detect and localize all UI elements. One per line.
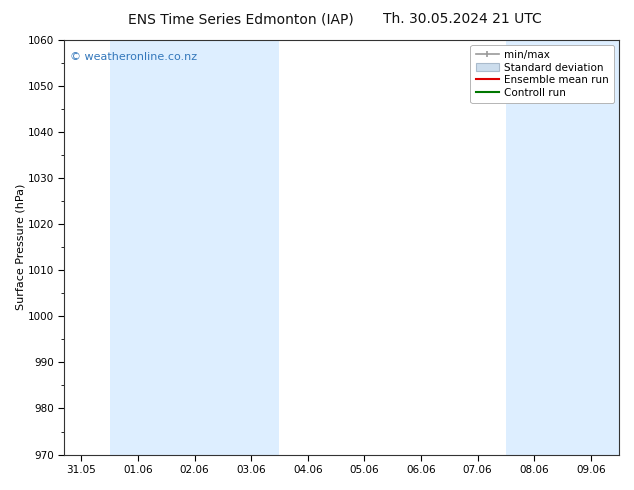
Text: Th. 30.05.2024 21 UTC: Th. 30.05.2024 21 UTC [384,12,542,26]
Legend: min/max, Standard deviation, Ensemble mean run, Controll run: min/max, Standard deviation, Ensemble me… [470,45,614,103]
Y-axis label: Surface Pressure (hPa): Surface Pressure (hPa) [15,184,25,310]
Bar [506,40,619,455]
Text: ENS Time Series Edmonton (IAP): ENS Time Series Edmonton (IAP) [128,12,354,26]
Bar [110,40,166,455]
Bar [166,40,280,455]
Text: © weatheronline.co.nz: © weatheronline.co.nz [70,52,197,62]
